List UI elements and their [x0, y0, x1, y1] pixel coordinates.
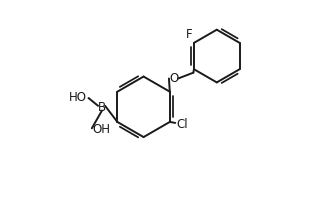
Text: HO: HO: [69, 90, 87, 104]
Text: B: B: [98, 101, 106, 114]
Text: O: O: [169, 72, 178, 85]
Text: OH: OH: [93, 123, 111, 136]
Text: F: F: [186, 28, 192, 41]
Text: Cl: Cl: [176, 118, 188, 131]
